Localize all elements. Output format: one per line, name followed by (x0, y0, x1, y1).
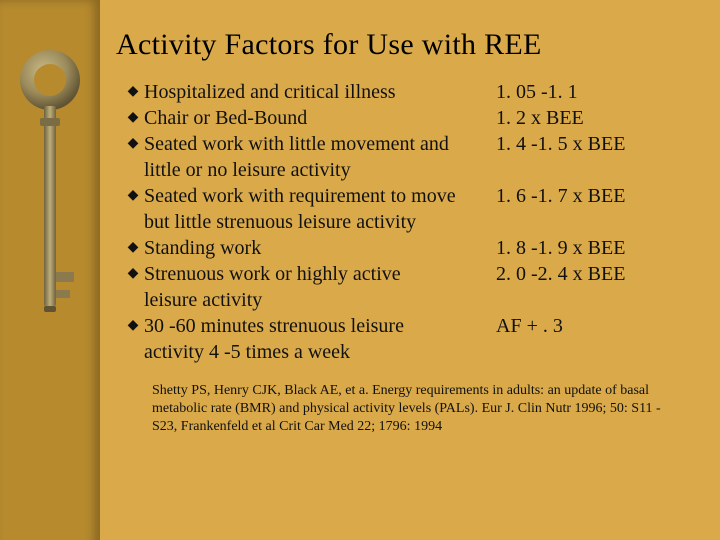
list-row: ◆Seated work with little movement and1. … (122, 132, 696, 156)
bullet-icon: ◆ (122, 106, 144, 130)
key-icon (15, 40, 85, 360)
bullet-icon: ◆ (122, 236, 144, 260)
bullet-icon: ◆ (122, 80, 144, 104)
factor-description: Standing work (144, 236, 496, 260)
factor-value: 1. 05 -1. 1 (496, 80, 696, 104)
content-area: Activity Factors for Use with REE ◆Hospi… (100, 0, 720, 540)
left-decorative-band (0, 0, 100, 540)
list-row: ◆Chair or Bed-Bound1. 2 x BEE (122, 106, 696, 130)
factor-description: little or no leisure activity (144, 158, 496, 182)
bullet-icon: ◆ (122, 262, 144, 286)
factor-description: activity 4 -5 times a week (144, 340, 496, 364)
list-row: but little strenuous leisure activity (122, 210, 696, 234)
factor-description: Chair or Bed-Bound (144, 106, 496, 130)
factor-value: 1. 6 -1. 7 x BEE (496, 184, 696, 208)
factor-description: Hospitalized and critical illness (144, 80, 496, 104)
list-row: ◆Seated work with requirement to move1. … (122, 184, 696, 208)
citation-text: Shetty PS, Henry CJK, Black AE, et a. En… (152, 382, 672, 436)
list-row: ◆Strenuous work or highly active2. 0 -2.… (122, 262, 696, 286)
list-row: ◆Standing work1. 8 -1. 9 x BEE (122, 236, 696, 260)
list-row: activity 4 -5 times a week (122, 340, 696, 364)
bullet-icon: ◆ (122, 314, 144, 338)
factor-description: Seated work with little movement and (144, 132, 496, 156)
factor-description: leisure activity (144, 288, 496, 312)
list-row: little or no leisure activity (122, 158, 696, 182)
list-row: leisure activity (122, 288, 696, 312)
list-row: ◆Hospitalized and critical illness1. 05 … (122, 80, 696, 104)
list-row: ◆30 -60 minutes strenuous leisureAF + . … (122, 314, 696, 338)
factor-value: 1. 8 -1. 9 x BEE (496, 236, 696, 260)
factor-description: Strenuous work or highly active (144, 262, 496, 286)
slide: Activity Factors for Use with REE ◆Hospi… (0, 0, 720, 540)
factor-list: ◆Hospitalized and critical illness1. 05 … (122, 80, 696, 364)
factor-description: 30 -60 minutes strenuous leisure (144, 314, 496, 338)
bullet-icon: ◆ (122, 184, 144, 208)
factor-value: 1. 2 x BEE (496, 106, 696, 130)
factor-value: 1. 4 -1. 5 x BEE (496, 132, 696, 156)
slide-title: Activity Factors for Use with REE (116, 28, 696, 62)
factor-description: Seated work with requirement to move (144, 184, 496, 208)
factor-description: but little strenuous leisure activity (144, 210, 496, 234)
bullet-icon: ◆ (122, 132, 144, 156)
factor-value: AF + . 3 (496, 314, 696, 338)
factor-value: 2. 0 -2. 4 x BEE (496, 262, 696, 286)
